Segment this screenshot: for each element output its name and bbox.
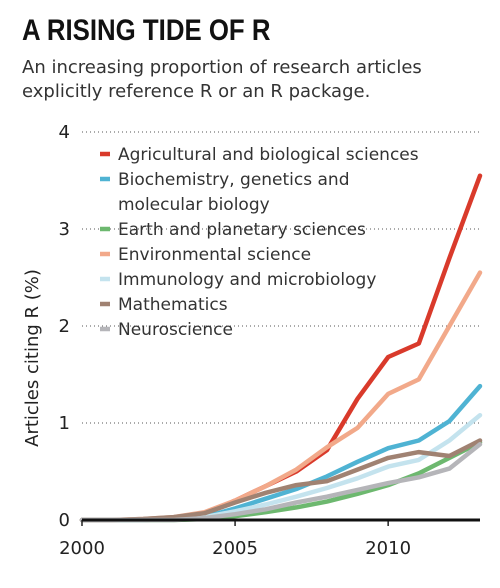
axes: 0 1 2 3 4 2000 2005 2010 Articles citing R (%) <box>22 122 480 559</box>
legend-label: Agricultural and biological sciences <box>118 145 419 165</box>
legend-label: Neuroscience <box>118 320 233 340</box>
y-tick-label: 2 <box>59 316 70 337</box>
y-tick-label: 1 <box>59 413 70 434</box>
legend: Agricultural and biological sciences Bioc… <box>100 145 419 340</box>
chart-title: A RISING TIDE OF R <box>22 14 271 47</box>
chart-subtitle: An increasing proportion of research art… <box>22 57 422 102</box>
legend-label: Mathematics <box>118 295 228 315</box>
x-tick-label: 2010 <box>365 538 411 559</box>
legend-label: Earth and planetary sciences <box>118 220 366 240</box>
y-tick-label: 3 <box>59 219 70 240</box>
y-tick-label: 4 <box>59 122 70 143</box>
x-tick-label: 2000 <box>59 538 105 559</box>
y-tick-label: 0 <box>59 510 70 531</box>
x-tick-label: 2005 <box>212 538 258 559</box>
y-axis-label: Articles citing R (%) <box>22 269 43 447</box>
legend-label: Immunology and microbiology <box>118 270 376 290</box>
legend-label: Biochemistry, genetics and molecular biol… <box>118 170 350 215</box>
legend-label: Environmental science <box>118 245 311 265</box>
